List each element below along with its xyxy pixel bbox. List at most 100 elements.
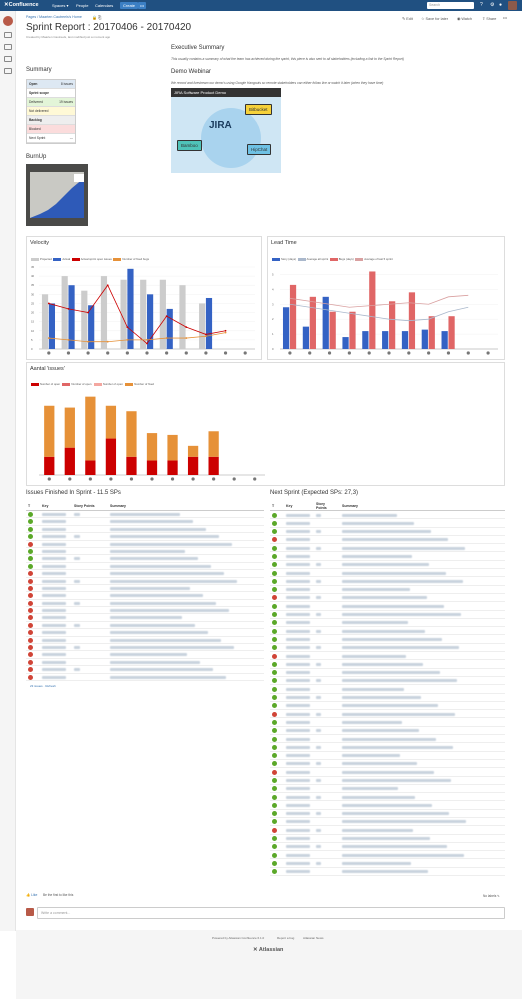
table-row[interactable] — [270, 851, 505, 860]
table-row[interactable] — [270, 644, 505, 653]
footer-report-bug[interactable]: Report a bug — [277, 936, 295, 940]
table-row[interactable] — [270, 743, 505, 752]
next-col-key[interactable]: Key — [286, 504, 293, 508]
table-row[interactable] — [270, 602, 505, 611]
table-row[interactable] — [270, 669, 505, 677]
help-icon[interactable]: ? — [480, 2, 483, 8]
table-row[interactable] — [26, 592, 264, 600]
shortcut-icon[interactable] — [4, 68, 12, 74]
video-embed[interactable]: JIRA Software Product Demo JIRA Bitbucke… — [171, 88, 281, 173]
table-row[interactable] — [270, 569, 505, 578]
pages-icon[interactable] — [4, 32, 12, 38]
table-row[interactable] — [270, 868, 505, 877]
labels-text[interactable]: No labels ✎ — [483, 894, 500, 898]
share-button[interactable]: ⇪ Share — [482, 17, 497, 21]
table-row[interactable] — [270, 777, 505, 785]
table-row[interactable] — [26, 570, 264, 578]
table-row[interactable] — [270, 619, 505, 628]
more-button[interactable]: ••• — [138, 2, 147, 9]
table-row[interactable] — [26, 526, 264, 534]
table-row[interactable] — [270, 586, 505, 594]
col-story-points[interactable]: Story Points — [74, 504, 95, 508]
create-button[interactable]: Create — [120, 2, 139, 9]
save-for-later-button[interactable]: ☆ Save for later — [421, 17, 449, 21]
breadcrumb[interactable]: Pages / Maarten Cautreels's Home — [26, 15, 82, 19]
table-row[interactable] — [26, 614, 264, 622]
table-row[interactable] — [270, 519, 505, 528]
table-row[interactable] — [26, 511, 264, 519]
table-row[interactable] — [270, 544, 505, 553]
table-row[interactable] — [270, 859, 505, 868]
edit-button[interactable]: ✎ Edit — [402, 17, 413, 21]
more-actions-button[interactable]: ••• — [503, 16, 507, 20]
table-row[interactable] — [270, 561, 505, 570]
table-row[interactable] — [270, 611, 505, 619]
table-row[interactable] — [270, 528, 505, 536]
table-row[interactable] — [270, 660, 505, 669]
table-row[interactable] — [26, 659, 264, 667]
blog-icon[interactable] — [4, 44, 12, 50]
table-row[interactable] — [270, 652, 505, 661]
table-row[interactable] — [270, 768, 505, 777]
space-avatar[interactable] — [3, 16, 13, 26]
table-row[interactable] — [270, 710, 505, 719]
col-key[interactable]: Key — [42, 504, 49, 508]
table-row[interactable] — [26, 637, 264, 645]
table-row[interactable] — [270, 760, 505, 769]
table-row[interactable] — [26, 555, 264, 563]
nav-calendars[interactable]: Calendars — [95, 3, 114, 8]
table-row[interactable] — [270, 536, 505, 545]
table-row[interactable] — [26, 585, 264, 593]
table-row[interactable] — [26, 607, 264, 615]
table-row[interactable] — [270, 785, 505, 794]
table-row[interactable] — [26, 644, 264, 652]
table-row[interactable] — [270, 694, 505, 702]
watch-button[interactable]: ◉ Watch — [457, 17, 472, 21]
col-type[interactable]: T — [28, 504, 31, 508]
nav-spaces[interactable]: Spaces ▾ — [52, 3, 69, 8]
footer-atlassian-news[interactable]: Atlassian News — [303, 936, 324, 940]
table-row[interactable] — [270, 702, 505, 711]
table-row[interactable] — [26, 651, 264, 659]
table-row[interactable] — [26, 563, 264, 571]
nav-people[interactable]: People — [76, 3, 89, 8]
table-row[interactable] — [26, 533, 264, 541]
table-row[interactable] — [270, 826, 505, 835]
confluence-logo[interactable]: ✕Confluence — [4, 2, 39, 8]
calendar-icon[interactable] — [4, 56, 12, 62]
table-row[interactable] — [26, 518, 264, 526]
table-row[interactable] — [270, 552, 505, 561]
next-col-story-points[interactable]: Story Points — [316, 502, 327, 510]
table-row[interactable] — [270, 511, 505, 520]
table-row[interactable] — [270, 677, 505, 686]
like-button[interactable]: 👍 Like — [26, 893, 38, 897]
table-row[interactable] — [270, 752, 505, 760]
atlassian-logo[interactable]: ✕ Atlassian — [253, 947, 284, 953]
col-summary[interactable]: Summary — [110, 504, 126, 508]
table-row[interactable] — [270, 818, 505, 827]
search-input[interactable]: Search — [427, 2, 474, 9]
user-avatar[interactable] — [508, 1, 517, 10]
notification-icon[interactable]: ● — [499, 2, 503, 8]
table-row[interactable] — [270, 801, 505, 810]
table-row[interactable] — [26, 622, 264, 630]
table-row[interactable] — [26, 600, 264, 608]
table-row[interactable] — [26, 578, 264, 585]
table-row[interactable] — [270, 685, 505, 694]
table-row[interactable] — [270, 718, 505, 727]
table-row[interactable] — [270, 843, 505, 852]
issues-finished-footer[interactable]: 23 issues · Refresh — [30, 684, 56, 688]
table-row[interactable] — [270, 627, 505, 636]
next-col-summary[interactable]: Summary — [342, 504, 358, 508]
page-restrictions-icon[interactable]: 🔒 ⎘ — [92, 15, 102, 20]
footer-powered-by[interactable]: Powered by Atlassian Confluence 6.1.0 — [212, 936, 265, 940]
table-row[interactable] — [270, 727, 505, 736]
table-row[interactable] — [270, 835, 505, 843]
table-row[interactable] — [26, 674, 264, 681]
table-row[interactable] — [270, 635, 505, 644]
table-row[interactable] — [26, 541, 264, 548]
table-row[interactable] — [26, 548, 264, 556]
table-row[interactable] — [270, 735, 505, 744]
comment-input[interactable]: Write a comment... — [37, 907, 505, 919]
gear-icon[interactable]: ⚙ — [490, 2, 495, 8]
